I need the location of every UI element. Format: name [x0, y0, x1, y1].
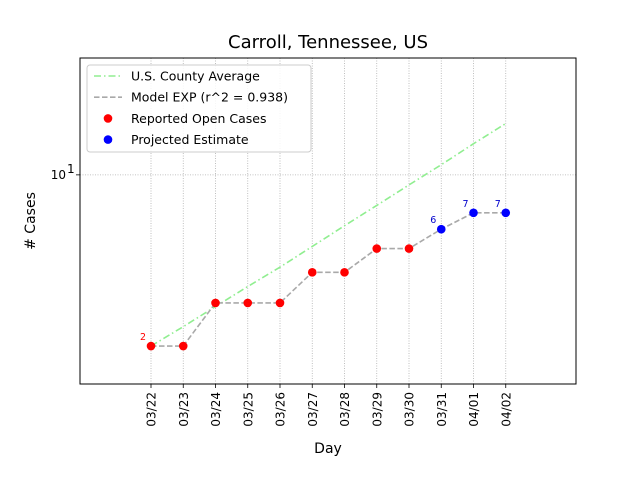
y-axis: 10 1 [51, 162, 80, 182]
data-point [469, 208, 478, 218]
data-point [404, 244, 414, 253]
y-tick-exponent: 1 [67, 162, 75, 176]
point-annotation: 2 [140, 332, 146, 343]
x-tick-label: 03/29 [370, 392, 384, 427]
legend-label: U.S. County Average [131, 69, 260, 84]
legend: U.S. County Average Model EXP (r^2 = 0.93… [86, 64, 312, 153]
points-layer [146, 208, 511, 351]
legend-label: Projected Estimate [131, 132, 249, 147]
y-axis-label: # Cases [23, 192, 39, 250]
grid-layer [80, 58, 576, 384]
annotation-layer: 2 6 7 7 [140, 199, 501, 343]
x-tick-label: 03/27 [306, 392, 320, 427]
legend-marker [103, 114, 113, 123]
data-point [307, 268, 317, 277]
x-tick-label: 03/28 [338, 392, 352, 427]
x-tick-label: 03/24 [209, 392, 223, 427]
x-tick-label: 03/30 [403, 392, 417, 427]
legend-box [86, 64, 312, 153]
x-tick-label: 03/23 [177, 392, 191, 427]
y-tick-label: 10 [51, 168, 66, 182]
data-point [211, 298, 220, 308]
series-layer [150, 122, 507, 347]
point-annotation: 7 [462, 199, 468, 210]
data-point [436, 224, 446, 234]
legend-label: Model EXP (r^2 = 0.938) [131, 90, 288, 105]
point-annotation: 7 [495, 199, 501, 210]
x-tick-label: 04/02 [499, 392, 513, 427]
data-point [178, 341, 188, 351]
series-line [151, 212, 506, 347]
plot-area-frame [79, 57, 577, 385]
data-point [146, 341, 156, 351]
data-point [340, 268, 349, 277]
data-point [372, 244, 382, 253]
data-point [275, 298, 285, 308]
x-tick-label: 03/31 [435, 392, 449, 427]
x-axis-label: Day [314, 441, 342, 457]
data-point [243, 298, 253, 308]
chart-title: Carroll, Tennessee, US [228, 32, 428, 53]
x-tick-label: 04/01 [467, 392, 481, 427]
x-axis: 03/22 03/23 03/24 03/25 03/26 03/27 03/28 03/29… [145, 384, 513, 427]
legend-marker [103, 135, 113, 144]
point-annotation: 6 [430, 215, 436, 226]
data-point [501, 208, 511, 218]
x-tick-label: 03/25 [241, 392, 255, 427]
legend-label: Reported Open Cases [131, 111, 267, 126]
x-tick-label: 03/22 [145, 392, 159, 427]
x-tick-label: 03/26 [274, 392, 288, 427]
